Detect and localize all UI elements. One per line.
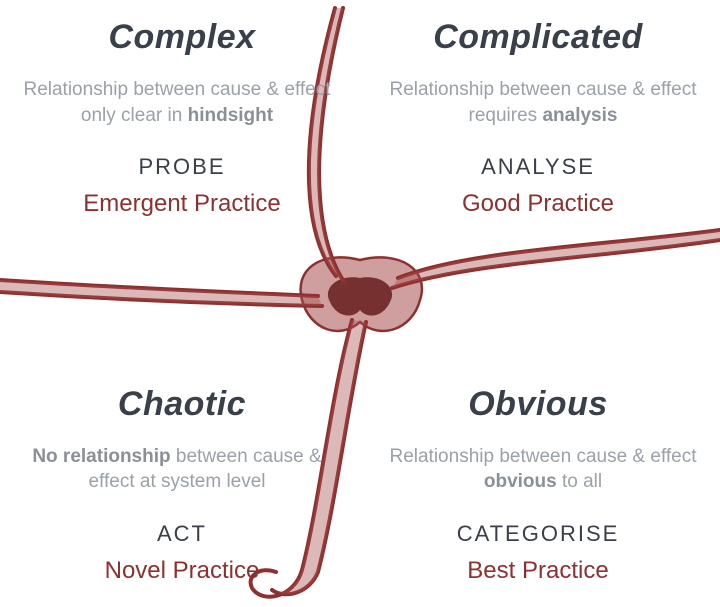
desc-bold: analysis [542, 105, 617, 126]
complex-practice: Emergent Practice [22, 190, 342, 218]
complex-action: PROBE [22, 154, 342, 180]
chaotic-title: Chaotic [22, 385, 342, 424]
desc-text-post: to all [557, 471, 602, 492]
quadrant-chaotic: Chaotic No relationship between cause & … [22, 385, 342, 585]
chaotic-description: No relationship between cause & effect a… [22, 444, 342, 495]
arm-top-right [392, 230, 720, 288]
complex-title: Complex [22, 18, 342, 57]
quadrant-obvious: Obvious Relationship between cause & eff… [378, 385, 698, 585]
complicated-action: ANALYSE [378, 154, 698, 180]
complicated-practice: Good Practice [378, 190, 698, 218]
complex-description: Relationship between cause & effect only… [22, 77, 342, 128]
quadrant-complicated: Complicated Relationship between cause &… [378, 18, 698, 218]
desc-bold: No relationship [32, 446, 170, 467]
obvious-title: Obvious [378, 385, 698, 424]
arm-left [0, 280, 322, 306]
desc-text: Relationship between cause & effect only… [23, 79, 330, 126]
chaotic-action: ACT [22, 521, 342, 547]
center-dark [328, 277, 392, 315]
obvious-description: Relationship between cause & effect obvi… [378, 444, 698, 495]
chaotic-practice: Novel Practice [22, 557, 342, 585]
desc-bold: obvious [484, 471, 557, 492]
obvious-practice: Best Practice [378, 557, 698, 585]
complicated-description: Relationship between cause & effect requ… [378, 77, 698, 128]
desc-text: Relationship between cause & effect [389, 446, 696, 467]
complicated-title: Complicated [378, 18, 698, 57]
quadrant-complex: Complex Relationship between cause & eff… [22, 18, 342, 218]
desc-bold: hindsight [188, 105, 273, 126]
center-blob [301, 257, 422, 331]
obvious-action: CATEGORISE [378, 521, 698, 547]
